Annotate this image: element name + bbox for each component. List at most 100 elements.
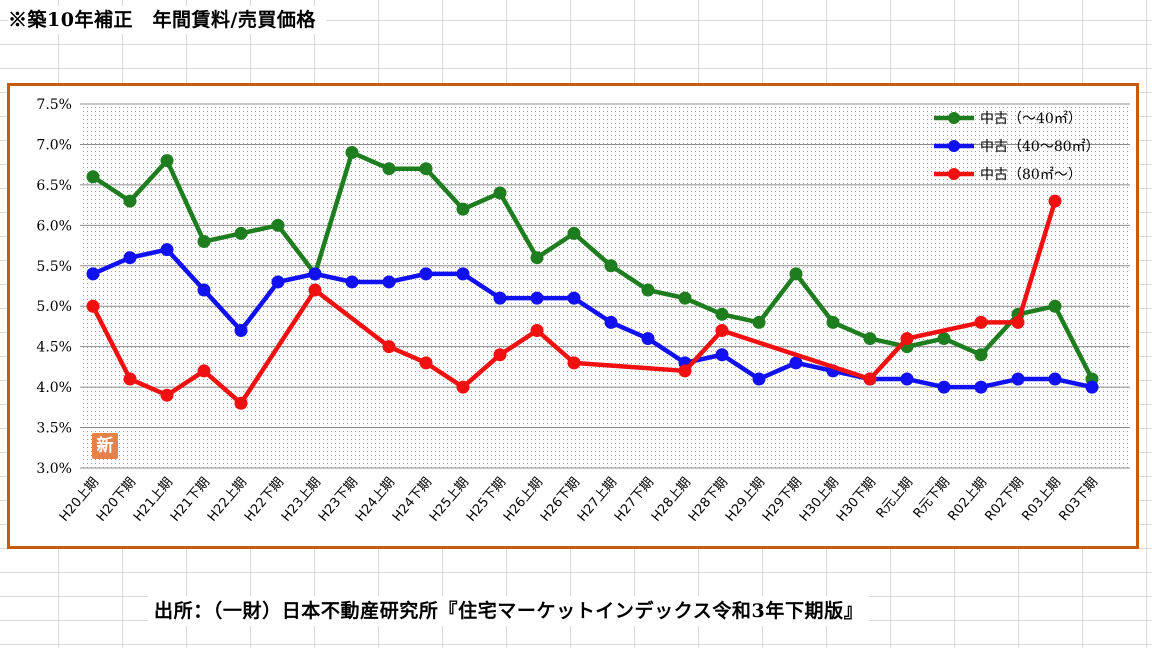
data-point — [234, 226, 248, 240]
data-point — [974, 315, 988, 329]
data-point — [493, 186, 507, 200]
data-point — [974, 380, 988, 394]
data-point — [308, 283, 322, 297]
y-tick-label: 4.5% — [36, 340, 72, 356]
y-tick-label: 7.0% — [36, 137, 72, 153]
plot-area — [80, 104, 1130, 468]
data-point — [197, 283, 211, 297]
data-point — [826, 315, 840, 329]
data-point — [271, 218, 285, 232]
data-point — [567, 356, 581, 370]
data-point — [678, 364, 692, 378]
data-point — [456, 267, 470, 281]
y-tick-label: 5.0% — [36, 299, 72, 315]
data-point — [345, 275, 359, 289]
y-tick-label: 6.0% — [36, 218, 72, 234]
x-tick-label: R02下期 — [982, 475, 1027, 524]
data-point — [715, 348, 729, 362]
x-tick-label: R03上期 — [1019, 475, 1064, 524]
data-point — [900, 372, 914, 386]
chart-frame: 3.0% 3.5% 4.0% 4.5% 5.0% 5.5% 6.0% 6.5% 7.0% 7.5%… — [7, 83, 1139, 549]
legend-marker — [948, 168, 960, 180]
data-point — [1011, 315, 1025, 329]
data-point — [493, 348, 507, 362]
data-point — [345, 146, 359, 160]
y-tick-label: 3.5% — [36, 421, 72, 437]
data-point — [160, 388, 174, 402]
y-tick-label: 5.5% — [36, 259, 72, 275]
data-point — [752, 315, 766, 329]
data-point — [1048, 372, 1062, 386]
legend-marker — [948, 112, 960, 124]
data-point — [382, 340, 396, 354]
data-point — [197, 235, 211, 249]
data-point — [641, 283, 655, 297]
data-point — [123, 194, 137, 208]
legend-label: 中古（80㎡～） — [980, 167, 1082, 183]
data-point — [974, 348, 988, 362]
data-point — [567, 291, 581, 305]
y-axis: 3.0% 3.5% 4.0% 4.5% 5.0% 5.5% 6.0% 6.5% 7.0% 7.5% — [36, 97, 72, 477]
data-point — [715, 307, 729, 321]
data-point — [123, 372, 137, 386]
data-point — [1085, 380, 1099, 394]
page-title: ※築10年補正 年間賃料/売買価格 — [8, 6, 326, 34]
data-point — [863, 372, 877, 386]
legend: 中古（～40㎡） 中古（40～80㎡） 中古（80㎡～） — [934, 111, 1100, 183]
data-point — [382, 162, 396, 176]
data-point — [789, 267, 803, 281]
data-point — [197, 364, 211, 378]
legend-marker — [948, 140, 960, 152]
data-point — [234, 323, 248, 337]
data-point — [271, 275, 285, 289]
line-chart: 3.0% 3.5% 4.0% 4.5% 5.0% 5.5% 6.0% 6.5% 7.0% 7.5%… — [36, 97, 1130, 525]
legend-label: 中古（40～80㎡） — [980, 139, 1100, 155]
y-tick-label: 3.0% — [36, 461, 72, 477]
data-point — [1011, 372, 1025, 386]
data-point — [641, 332, 655, 346]
data-point — [715, 323, 729, 337]
data-point — [86, 170, 100, 184]
data-point — [419, 356, 433, 370]
y-tick-label: 4.0% — [36, 380, 72, 396]
source-caption: 出所：（一財）日本不動産研究所『住宅マーケットインデックス令和3年下期版』 — [148, 596, 870, 626]
data-point — [604, 315, 618, 329]
x-tick-label: R02上期 — [945, 475, 990, 524]
x-tick-label: R元上期 — [874, 475, 916, 521]
data-point — [234, 396, 248, 410]
data-point — [789, 356, 803, 370]
data-point — [382, 275, 396, 289]
series-layer — [86, 146, 1099, 410]
data-point — [937, 380, 951, 394]
data-point — [530, 251, 544, 265]
data-point — [752, 372, 766, 386]
data-point — [308, 267, 322, 281]
legend-label: 中古（～40㎡） — [980, 111, 1082, 127]
data-point — [123, 251, 137, 265]
data-point — [530, 323, 544, 337]
data-point — [86, 299, 100, 313]
data-point — [160, 243, 174, 257]
data-point — [678, 291, 692, 305]
data-point — [604, 259, 618, 273]
data-point — [160, 154, 174, 168]
y-tick-label: 7.5% — [36, 97, 72, 113]
data-point — [937, 332, 951, 346]
data-point — [456, 380, 470, 394]
data-point — [1048, 299, 1062, 313]
series-line-1 — [90, 247, 1095, 390]
data-point — [1048, 194, 1062, 208]
x-axis: H20上期H20下期H21上期H21下期H22上期H22下期H23上期H23下期… — [57, 475, 1101, 525]
data-point — [530, 291, 544, 305]
x-tick-label: R03下期 — [1056, 475, 1101, 524]
series-line-0 — [90, 150, 1095, 382]
data-point — [86, 267, 100, 281]
data-point — [493, 291, 507, 305]
y-tick-label: 6.5% — [36, 178, 72, 194]
data-point — [419, 162, 433, 176]
x-tick-label: H30下期 — [834, 475, 879, 525]
data-point — [419, 267, 433, 281]
new-badge: 新 — [92, 433, 118, 459]
data-point — [863, 332, 877, 346]
data-point — [567, 226, 581, 240]
